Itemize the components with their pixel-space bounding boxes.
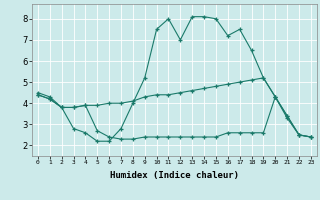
X-axis label: Humidex (Indice chaleur): Humidex (Indice chaleur): [110, 171, 239, 180]
